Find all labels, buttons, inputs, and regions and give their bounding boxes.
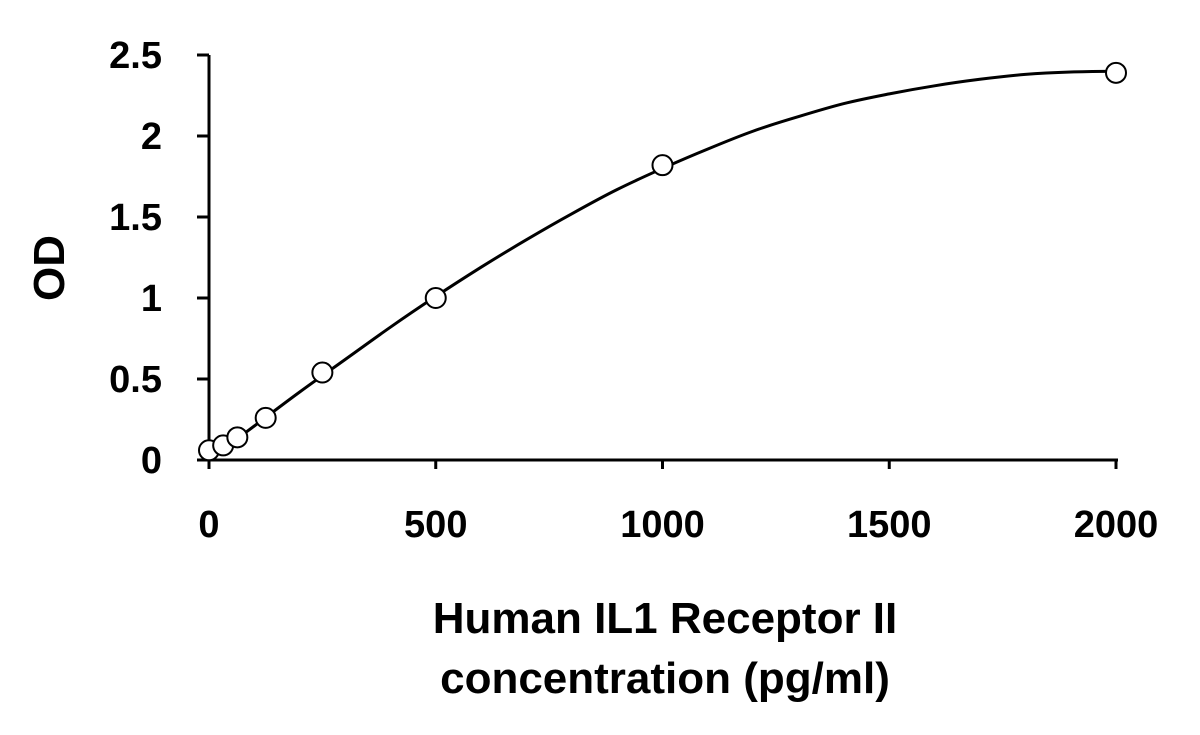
y-tick-label: 2.5	[109, 35, 162, 77]
data-point	[311, 361, 334, 384]
data-points	[198, 61, 1127, 462]
fit-curve	[208, 69, 1117, 462]
x-tick-label: 1500	[847, 504, 932, 546]
data-point	[1105, 61, 1127, 84]
x-tick-label: 2000	[1074, 504, 1159, 546]
y-tick-label: 1.5	[109, 197, 162, 239]
data-point	[226, 426, 249, 449]
x-axis-title-line-2: concentration (pg/ml)	[440, 654, 890, 703]
x-tick-label: 0	[198, 504, 219, 546]
data-point	[424, 287, 447, 309]
data-point	[254, 406, 277, 429]
y-tick-label: 2	[141, 116, 162, 158]
x-axis-title-line-1: Human IL1 Receptor II	[433, 594, 898, 643]
y-axis-title: OD	[25, 235, 74, 301]
y-tick-label: 0.5	[109, 359, 162, 401]
x-ticks: 0 500 1000 1500 2000	[198, 460, 1158, 546]
data-point	[651, 154, 674, 177]
x-tick-label: 500	[404, 504, 467, 546]
axes	[207, 55, 1118, 462]
y-tick-label: 1	[141, 278, 162, 320]
x-tick-label: 1000	[620, 504, 705, 546]
y-tick-label: 0	[141, 440, 162, 482]
y-ticks: 0 0.5 1 1.5 2 2.5	[109, 35, 209, 482]
